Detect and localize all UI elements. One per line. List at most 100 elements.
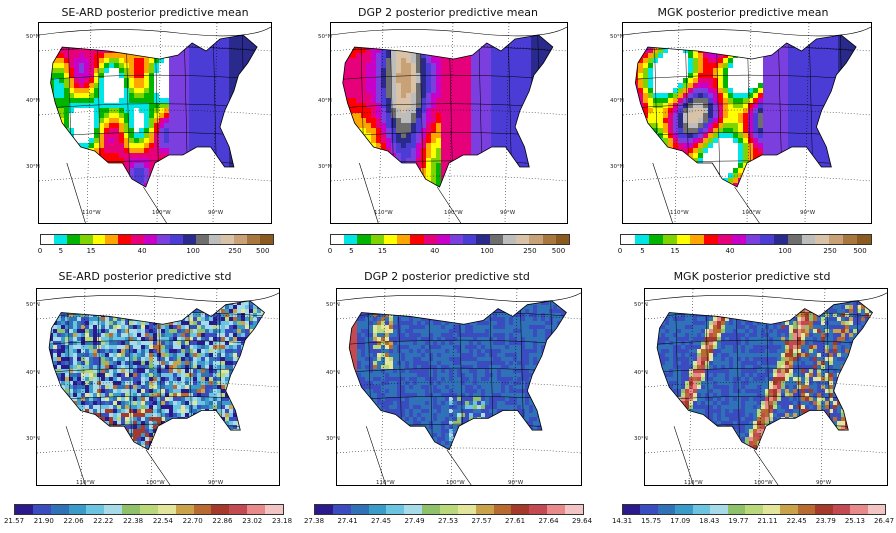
lat-label: 30°N — [318, 164, 332, 170]
colorbar-swatch — [829, 235, 844, 244]
colorbar-swatch — [104, 505, 123, 514]
colorbar-swatch — [690, 235, 705, 244]
colorbar-swatch — [780, 505, 798, 514]
lat-label: 50°N — [610, 34, 624, 40]
colorbar-swatch — [648, 235, 663, 244]
colorbar-tick-label: 23.79 — [815, 517, 836, 525]
map-area — [36, 288, 280, 486]
colorbar-swatch — [195, 235, 209, 244]
lat-label: 40°N — [326, 370, 340, 376]
colorbar-swatch — [832, 505, 851, 514]
colorbar-swatch — [157, 235, 170, 244]
colorbar-swatch — [710, 505, 728, 514]
colorbar-tick-label: 14.31 — [611, 517, 633, 525]
lon-label: 90°W — [500, 210, 516, 216]
colorbar-tick-label: 21.90 — [33, 517, 54, 525]
colorbar-swatch — [182, 235, 196, 244]
colorbar-swatch — [692, 505, 711, 514]
colorbar-swatch — [50, 505, 69, 514]
colorbar-swatch — [15, 505, 33, 514]
colorbar-swatch — [529, 235, 543, 244]
colorbar-swatch — [122, 505, 141, 514]
colorbar-tick-label: 21.11 — [757, 517, 778, 525]
colorbar-tick-label: 22.45 — [786, 517, 807, 525]
colorbar-swatch — [675, 505, 693, 514]
colorbar-tick-label: 22.70 — [182, 517, 203, 525]
colorbar-tick-label: 0 — [327, 247, 333, 255]
colorbar-tick-label: 15.75 — [641, 517, 662, 525]
colorbar-swatch — [350, 505, 369, 514]
colorbar-swatch — [68, 505, 87, 514]
colorbar-swatch — [547, 505, 566, 514]
colorbar-swatch — [331, 235, 345, 244]
colorbar-tick-label: 0 — [617, 247, 623, 255]
colorbar — [314, 504, 584, 515]
lon-label: 90°W — [208, 480, 224, 486]
colorbar-swatch — [41, 235, 54, 244]
colorbar-tick-label: 250 — [823, 247, 837, 255]
lat-label: 30°N — [634, 436, 648, 442]
map-svg — [39, 23, 271, 223]
colorbar-swatch — [383, 235, 398, 244]
colorbar-tick-label: 40 — [430, 247, 440, 255]
colorbar-tick-label: 27.45 — [370, 517, 392, 525]
colorbar-swatch — [745, 505, 763, 514]
colorbar-swatch — [746, 235, 760, 244]
colorbar-tick-label: 23.18 — [271, 517, 293, 525]
lon-label: 100°W — [446, 480, 465, 486]
colorbar-swatch — [397, 235, 411, 244]
colorbar-swatch — [621, 235, 635, 244]
colorbar-tick-label: 27.57 — [471, 517, 492, 525]
colorbar-swatch — [211, 505, 230, 514]
colorbar-swatch — [797, 505, 816, 514]
colorbar-swatch — [759, 235, 774, 244]
lon-label: 110°W — [684, 480, 703, 486]
colorbar — [330, 234, 570, 245]
colorbar-swatch — [475, 505, 494, 514]
colorbar-swatch — [260, 235, 274, 244]
colorbar-swatch — [787, 235, 802, 244]
colorbar-tick-label: 23.02 — [242, 517, 263, 525]
colorbar-swatch — [511, 505, 530, 514]
panel-dgp-std: DGP 2 posterior predictive std 50°N 40°N 3… — [304, 270, 592, 532]
map-svg — [337, 289, 581, 485]
colorbar-swatch — [332, 505, 351, 514]
lon-label: 100°W — [754, 480, 773, 486]
lat-label: 50°N — [26, 34, 40, 40]
map-area — [336, 288, 582, 486]
colorbar-swatch — [66, 235, 80, 244]
lat-label: 40°N — [26, 370, 40, 376]
colorbar-tick-label: 22.38 — [123, 517, 144, 525]
lon-label: 90°W — [800, 210, 816, 216]
colorbar-tick-label: 17.09 — [670, 517, 691, 525]
colorbar-swatch — [867, 505, 886, 514]
panel-seard-mean: SE-ARD posterior predictive mean 50°N 40°… — [26, 6, 280, 261]
colorbar-tick-label: 0 — [37, 247, 43, 255]
lon-label: 100°W — [146, 480, 165, 486]
lon-label: 90°W — [208, 210, 224, 216]
lat-label: 50°N — [26, 302, 40, 308]
colorbar-swatch — [493, 505, 512, 514]
panel-mgk-mean: MGK posterior predictive mean 50°N 40°N 30… — [610, 6, 872, 261]
colorbar-swatch — [850, 505, 868, 514]
colorbar-tick-label: 5 — [58, 247, 64, 255]
colorbar-tick-label: 250 — [228, 247, 242, 255]
colorbar-tick-label: 100 — [778, 247, 792, 255]
colorbar — [40, 234, 274, 245]
colorbar-tick-label: 5 — [640, 247, 645, 255]
colorbar-swatch — [634, 235, 649, 244]
lat-label: 40°N — [26, 98, 40, 104]
colorbar-swatch — [502, 235, 517, 244]
colorbar-swatch — [463, 235, 477, 244]
colorbar-swatch — [175, 505, 194, 514]
colorbar-swatch — [79, 235, 93, 244]
lat-label: 40°N — [318, 98, 332, 104]
lon-label: 110°W — [82, 210, 101, 216]
colorbar-swatch — [815, 505, 833, 514]
colorbar-swatch — [404, 505, 423, 514]
colorbar-tick-label: 27.64 — [538, 517, 559, 525]
colorbar-tick-label: 27.41 — [337, 517, 358, 525]
colorbar-swatch — [368, 505, 387, 514]
lon-label: 110°W — [670, 210, 689, 216]
colorbar-tick-label: 25.13 — [844, 517, 865, 525]
